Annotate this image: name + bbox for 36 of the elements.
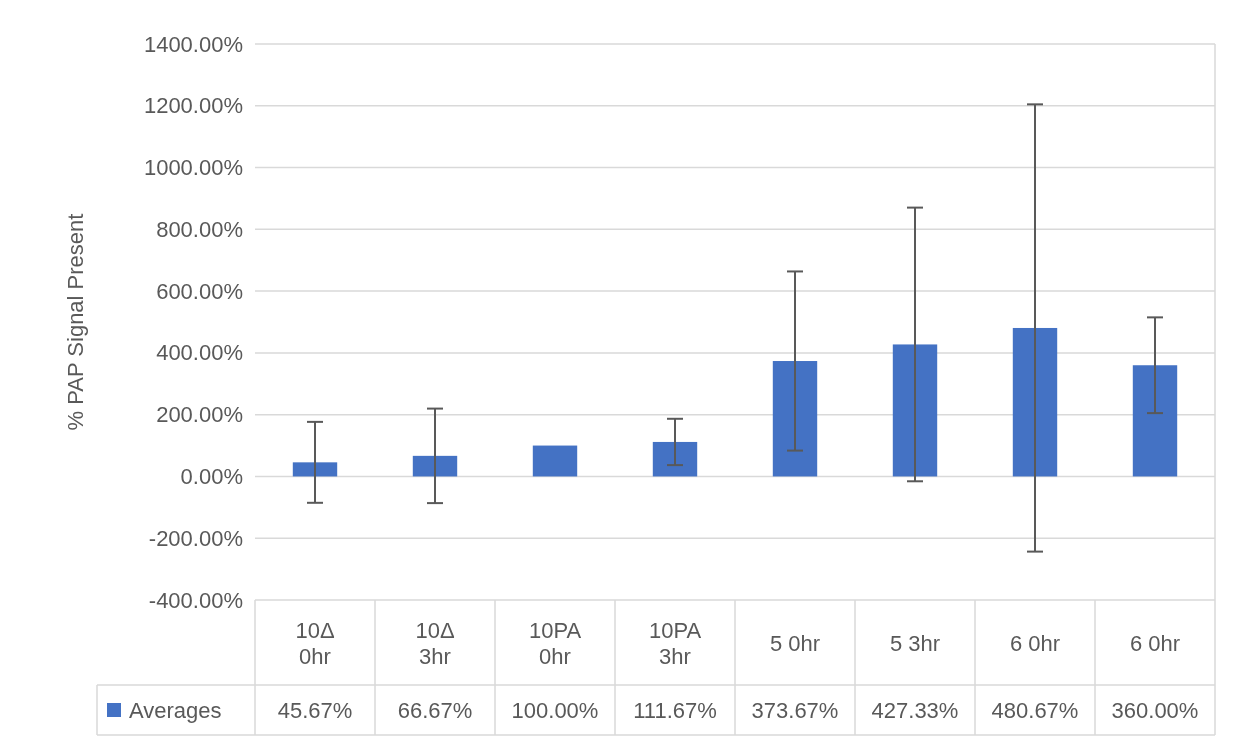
x-tick-label: 10PA 3hr — [648, 617, 702, 668]
y-tick-label: 1200.00% — [143, 93, 243, 119]
y-tick-label: -200.00% — [148, 525, 243, 551]
bar — [1132, 365, 1178, 477]
bar — [892, 344, 938, 477]
legend-label: Averages — [129, 697, 222, 723]
data-label: 100.00% — [511, 697, 599, 723]
bar — [532, 445, 578, 477]
y-tick-label: 200.00% — [156, 402, 243, 428]
bar — [412, 455, 458, 477]
x-tick-label: 5 0hr — [769, 630, 821, 655]
y-tick-label: 0.00% — [180, 463, 243, 489]
y-axis-title: % PAP Signal Present — [62, 213, 88, 431]
bar — [292, 462, 338, 477]
y-tick-label: 400.00% — [156, 340, 243, 366]
x-tick-label: 5 3hr — [889, 630, 941, 655]
bar — [772, 361, 818, 477]
x-tick-label: 6 0hr — [1129, 630, 1181, 655]
y-tick-label: -400.00% — [148, 587, 243, 613]
data-label: 111.67% — [633, 697, 717, 723]
data-label: 360.00% — [1111, 697, 1199, 723]
y-tick-label: 600.00% — [156, 278, 243, 304]
x-tick-label: 10Δ 0hr — [295, 617, 335, 668]
data-label: 427.33% — [871, 697, 959, 723]
y-tick-label: 800.00% — [156, 216, 243, 242]
bar — [652, 441, 698, 477]
x-tick-label: 10PA 0hr — [528, 617, 582, 668]
x-tick-label: 10Δ 3hr — [415, 617, 455, 668]
x-tick-label: 6 0hr — [1009, 630, 1061, 655]
data-label: 66.67% — [397, 697, 473, 723]
y-tick-label: 1000.00% — [143, 155, 243, 181]
bar — [1012, 327, 1058, 477]
data-label: 373.67% — [751, 697, 839, 723]
y-tick-label: 1400.00% — [143, 31, 243, 57]
data-label: 45.67% — [277, 697, 353, 723]
data-label: 480.67% — [991, 697, 1079, 723]
